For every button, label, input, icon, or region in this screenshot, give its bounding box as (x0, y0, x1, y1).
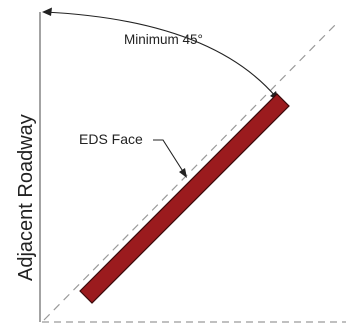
eds-face-label: EDS Face (79, 131, 143, 147)
eds-barrier (79, 93, 290, 304)
angle-arrowhead-left-icon (42, 7, 52, 16)
reference-45-dashed-line (43, 21, 339, 321)
eds-face-leader (153, 139, 185, 174)
angle-label: Minimum 45° (124, 32, 203, 47)
eds-face-arrowhead-icon (179, 168, 187, 178)
axis-label-adjacent-roadway: Adjacent Roadway (15, 114, 37, 281)
angle-arc (43, 11, 277, 98)
